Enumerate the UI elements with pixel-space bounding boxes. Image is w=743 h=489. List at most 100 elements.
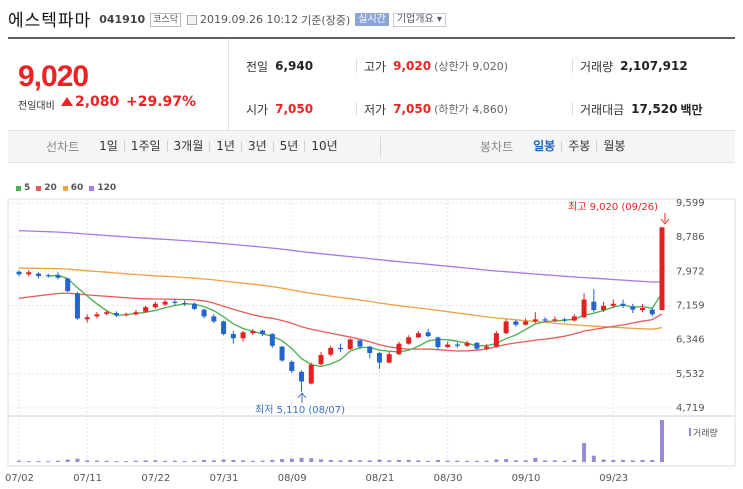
- volume-bar: [543, 460, 548, 462]
- period-divider: [380, 137, 381, 157]
- candle-body: [299, 371, 305, 382]
- change-rate: +29.97%: [126, 94, 197, 110]
- volume-value: 2,107,912: [620, 59, 688, 73]
- volume-bar: [85, 460, 90, 462]
- volume-bar: [591, 455, 596, 462]
- volume-bar: [387, 460, 392, 462]
- candle-body: [65, 278, 71, 292]
- volume-bar: [211, 460, 216, 462]
- legend-ma120: 120: [89, 183, 116, 193]
- compare-label: 전일대비: [18, 101, 55, 112]
- candle-body: [172, 301, 178, 303]
- volume-bar: [660, 420, 664, 462]
- volume-bar: [533, 457, 538, 462]
- company-overview-dropdown[interactable]: 기업개요 ▾: [392, 12, 446, 27]
- volume-bar: [260, 460, 265, 462]
- candle-body: [338, 347, 343, 350]
- ma20-label: 20: [44, 183, 57, 193]
- period-10y[interactable]: 10년: [304, 140, 343, 152]
- volume-bar: [523, 460, 528, 462]
- candle-body: [571, 316, 577, 321]
- quote-basis: 기준(장중): [301, 13, 351, 27]
- period-1d[interactable]: 1일: [99, 139, 118, 153]
- period-1y[interactable]: 1년: [209, 140, 241, 152]
- ma120-label: 120: [97, 183, 117, 193]
- candle-body: [513, 321, 519, 325]
- volume-bar: [65, 459, 70, 462]
- volume-label: 거래량: [580, 59, 614, 74]
- legend-ma60: 60: [62, 183, 83, 193]
- period-5y[interactable]: 5년: [272, 140, 305, 152]
- x-tick-label: 09/10: [512, 473, 541, 484]
- candle-body: [230, 334, 236, 339]
- candle-body: [523, 321, 529, 325]
- candle-body: [386, 354, 392, 363]
- header-divider: [8, 37, 735, 39]
- open-value: 7,050: [275, 102, 314, 116]
- volume-bar: [328, 459, 333, 462]
- amount-unit: 백만: [680, 102, 703, 117]
- candle-body: [279, 346, 285, 361]
- candle-body: [104, 312, 110, 314]
- line-chart-periods: 선차트 1일 1주일 3개월 1년 3년 5년 10년: [46, 131, 344, 162]
- candle-body: [620, 303, 626, 306]
- quote-datetime: 2019.09.26 10:12: [199, 13, 299, 26]
- trade-amount: 거래대금 17,520 백만: [572, 102, 703, 117]
- x-tick-label: 09/23: [599, 473, 628, 484]
- candle-body: [328, 347, 334, 355]
- period-3m[interactable]: 3개월: [166, 140, 210, 152]
- up-arrow-icon: [61, 97, 73, 106]
- candle-body: [94, 314, 100, 317]
- candle-body: [357, 340, 363, 347]
- realtime-badge[interactable]: 실시간: [355, 13, 389, 26]
- period-3y[interactable]: 3년: [240, 140, 273, 152]
- candle-body: [610, 303, 616, 306]
- volume-bar: [36, 461, 41, 463]
- low-value: 7,050: [393, 102, 432, 116]
- upper-limit: (상한가 9,020): [434, 60, 508, 73]
- high-arrow-icon: [660, 218, 670, 225]
- candle-body: [396, 343, 402, 355]
- candle-body: [376, 352, 382, 363]
- candle-body: [123, 314, 129, 316]
- volume-bar: [494, 459, 499, 462]
- candle-body: [503, 321, 509, 334]
- x-tick-label: 07/02: [5, 473, 34, 484]
- candle-chart-label: 봉차트: [480, 140, 514, 154]
- candle-body: [191, 303, 197, 309]
- candle-body: [601, 305, 607, 311]
- candle-body: [152, 303, 158, 308]
- candle-body: [318, 355, 324, 365]
- candle-body: [464, 342, 470, 346]
- candle-body: [289, 361, 295, 371]
- y-axis-labels: 9,599 8,786 7,972 7,159 6,346 5,532 4,719: [676, 198, 705, 414]
- candle-body: [406, 337, 412, 344]
- candle-weekly[interactable]: 주봉: [561, 140, 596, 152]
- volume-bar: [299, 457, 304, 462]
- stock-code: 041910: [99, 13, 146, 26]
- amount-label: 거래대금: [580, 102, 625, 117]
- candle-daily[interactable]: 일봉: [533, 139, 556, 153]
- candle-body: [532, 319, 538, 322]
- volume-bar: [504, 459, 509, 462]
- candle-monthly[interactable]: 월봉: [596, 140, 631, 152]
- candle-body: [211, 316, 217, 322]
- volume-bar: [124, 461, 129, 463]
- volume-bar: [582, 443, 587, 462]
- candle-body: [26, 272, 32, 275]
- ma5-label: 5: [24, 183, 31, 193]
- amount-value: 17,520: [631, 102, 678, 116]
- volume-bar: [55, 460, 60, 462]
- price-change: 2,080: [75, 94, 120, 110]
- moving-averages: [18, 229, 663, 368]
- open-label: 시가: [246, 102, 269, 117]
- candle-body: [630, 306, 636, 310]
- line-chart-label: 선차트: [46, 140, 80, 154]
- candle-body: [250, 331, 256, 334]
- stock-header: 에스텍파마 041910 코스닥 2019.09.26 10:12 기준(장중)…: [8, 6, 446, 31]
- period-1w[interactable]: 1주일: [123, 140, 167, 152]
- volume-bar: [640, 459, 645, 462]
- y-tick-label: 9,599: [676, 198, 705, 209]
- y-tick-label: 7,159: [676, 301, 705, 312]
